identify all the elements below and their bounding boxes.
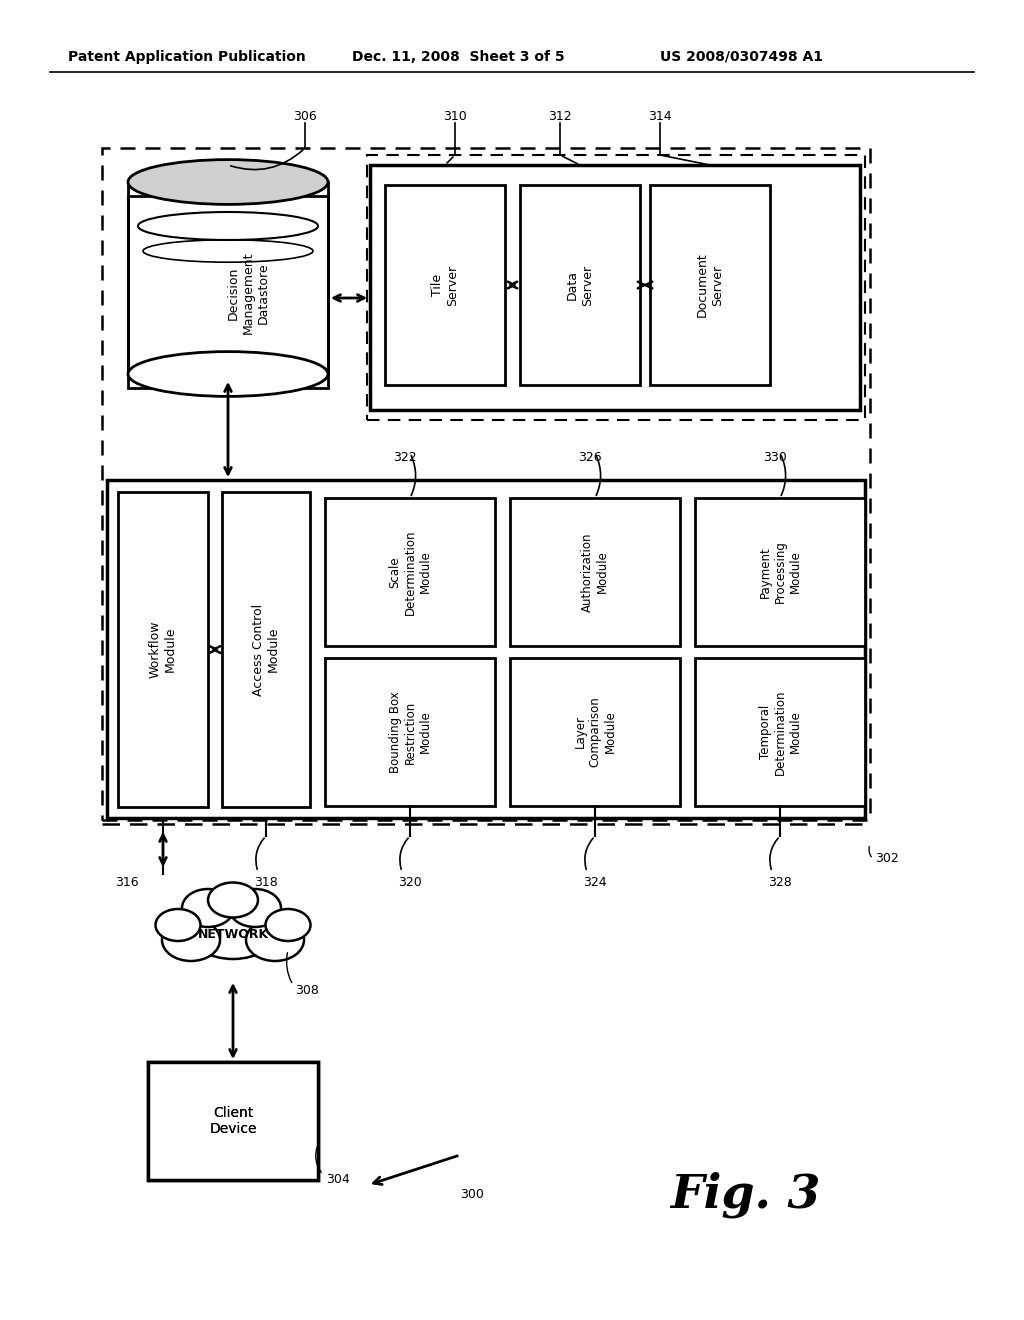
- Bar: [695, 657, 865, 807]
- Ellipse shape: [182, 888, 234, 927]
- Text: 306: 306: [293, 110, 316, 123]
- Text: Document
Server: Document Server: [696, 252, 724, 317]
- Bar: [510, 498, 680, 645]
- Text: Payment
Processing
Module: Payment Processing Module: [759, 541, 802, 603]
- Text: Decision
Management
Datastore: Decision Management Datastore: [226, 252, 269, 334]
- Text: Bounding Box
Restriction
Module: Bounding Box Restriction Module: [388, 692, 431, 774]
- Text: 318: 318: [254, 876, 278, 888]
- Text: 316: 316: [115, 876, 138, 888]
- Text: 322: 322: [393, 451, 417, 465]
- Text: Scale
Determination
Module: Scale Determination Module: [388, 529, 431, 615]
- Text: 300: 300: [460, 1188, 484, 1201]
- Bar: [148, 1063, 318, 1180]
- Text: Data
Server: Data Server: [566, 264, 594, 305]
- Bar: [222, 492, 310, 807]
- Ellipse shape: [229, 888, 281, 927]
- Ellipse shape: [265, 909, 310, 941]
- Bar: [510, 657, 680, 807]
- Bar: [106, 480, 865, 818]
- Bar: [118, 492, 208, 807]
- Text: 310: 310: [443, 110, 467, 123]
- Text: Fig. 3: Fig. 3: [670, 1172, 820, 1218]
- Text: Tile
Server: Tile Server: [431, 264, 459, 305]
- Ellipse shape: [246, 919, 304, 961]
- Text: 324: 324: [584, 876, 607, 888]
- Ellipse shape: [208, 883, 258, 917]
- Text: 326: 326: [579, 451, 602, 465]
- Bar: [370, 165, 860, 411]
- Ellipse shape: [162, 919, 220, 961]
- Text: Authorization
Module: Authorization Module: [581, 532, 609, 611]
- Ellipse shape: [128, 351, 328, 396]
- Text: 302: 302: [874, 853, 899, 866]
- Bar: [102, 148, 870, 820]
- Text: Temporal
Determination
Module: Temporal Determination Module: [759, 689, 802, 775]
- Ellipse shape: [156, 909, 201, 941]
- Text: 330: 330: [763, 451, 786, 465]
- Ellipse shape: [128, 160, 328, 205]
- Text: Client
Device: Client Device: [209, 1106, 257, 1137]
- Text: Dec. 11, 2008  Sheet 3 of 5: Dec. 11, 2008 Sheet 3 of 5: [352, 50, 564, 63]
- Text: Access Control
Module: Access Control Module: [252, 603, 280, 696]
- Bar: [325, 657, 495, 807]
- Text: 308: 308: [295, 983, 318, 997]
- Ellipse shape: [188, 902, 278, 960]
- Text: 328: 328: [768, 876, 792, 888]
- Text: 304: 304: [326, 1173, 350, 1187]
- Text: Client
Device: Client Device: [209, 1106, 257, 1137]
- Bar: [325, 498, 495, 645]
- Text: 312: 312: [548, 110, 571, 123]
- Bar: [695, 498, 865, 645]
- Text: Workflow
Module: Workflow Module: [150, 620, 177, 678]
- Text: Layer
Comparison
Module: Layer Comparison Module: [573, 697, 616, 767]
- Bar: [148, 1063, 318, 1180]
- Bar: [385, 185, 505, 385]
- Text: Patent Application Publication: Patent Application Publication: [68, 50, 306, 63]
- Bar: [520, 185, 640, 385]
- Bar: [650, 185, 770, 385]
- Bar: [128, 195, 328, 388]
- Text: 320: 320: [398, 876, 422, 888]
- Bar: [367, 154, 865, 420]
- Text: 314: 314: [648, 110, 672, 123]
- Text: NETWORK: NETWORK: [198, 928, 268, 941]
- Text: US 2008/0307498 A1: US 2008/0307498 A1: [660, 50, 823, 63]
